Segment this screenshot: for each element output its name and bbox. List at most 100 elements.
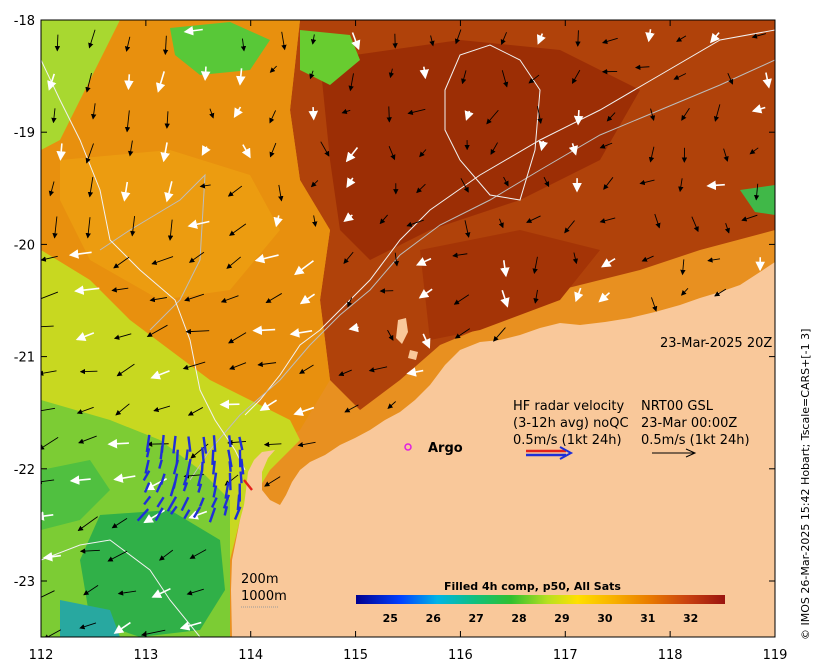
current-arrow xyxy=(146,324,168,337)
x-tick-label: 117 xyxy=(553,648,578,663)
current-arrow xyxy=(406,219,424,227)
argo-label: Argo xyxy=(428,441,463,456)
colorbar-ticks: 25 26 27 28 29 30 31 32 xyxy=(383,612,699,625)
current-arrow xyxy=(41,511,54,521)
current-arrow xyxy=(111,287,129,293)
current-arrow xyxy=(713,104,721,122)
current-arrow xyxy=(464,110,474,121)
current-arrow xyxy=(167,219,174,241)
current-arrow xyxy=(185,328,210,335)
radar-arrow xyxy=(201,447,205,464)
current-arrow xyxy=(87,176,94,198)
radar-arrow xyxy=(197,483,203,493)
current-arrow xyxy=(41,478,55,485)
sst-cool-patch xyxy=(60,600,120,637)
current-arrow xyxy=(418,288,433,299)
current-arrow xyxy=(41,407,56,412)
y-tick-label: -22 xyxy=(14,463,35,478)
current-arrow xyxy=(343,251,354,264)
y-tick-label: -21 xyxy=(14,351,35,366)
current-arrow xyxy=(128,140,134,157)
legend-radar-arrow xyxy=(526,446,574,460)
colorbar-tick-label: 31 xyxy=(640,612,655,625)
current-arrow xyxy=(179,621,202,631)
current-arrow xyxy=(278,184,284,202)
current-arrow xyxy=(107,550,128,562)
contour-1000m xyxy=(99,173,206,331)
current-arrow xyxy=(68,249,92,259)
current-arrow xyxy=(297,441,316,448)
current-arrow xyxy=(387,401,396,409)
current-arrow xyxy=(160,142,170,163)
current-arrow xyxy=(574,287,584,303)
current-arrow xyxy=(153,405,171,413)
radar-arrow xyxy=(172,459,180,475)
current-arrow xyxy=(498,218,504,229)
current-arrow xyxy=(533,289,539,304)
current-arrow xyxy=(320,141,330,157)
current-arrow xyxy=(741,214,758,222)
current-arrow xyxy=(343,212,354,222)
legend-radar-avg: (3-12h avg) noQC xyxy=(513,416,629,431)
current-arrow xyxy=(164,181,174,203)
current-arrow xyxy=(348,322,359,333)
colorbar-tick-label: 32 xyxy=(683,612,698,625)
current-arrow xyxy=(461,70,467,85)
current-arrow xyxy=(379,214,388,225)
current-arrow xyxy=(41,255,58,262)
sst-green-blob xyxy=(170,22,270,75)
land-mass xyxy=(231,262,775,637)
island xyxy=(408,350,418,360)
radar-arrow xyxy=(187,436,192,452)
current-arrow xyxy=(273,215,283,228)
current-arrow xyxy=(454,328,471,339)
current-arrow xyxy=(241,144,251,159)
current-arrow xyxy=(575,30,581,47)
current-arrow xyxy=(47,73,57,91)
radar-arrow xyxy=(236,494,241,511)
current-arrow xyxy=(79,622,97,630)
current-arrow xyxy=(220,295,239,303)
current-arrow xyxy=(308,107,319,121)
current-arrow xyxy=(543,176,550,188)
current-arrow xyxy=(79,548,100,554)
legend-model-scale: 0.5m/s (1kt 24h) xyxy=(641,433,750,448)
radar-arrow xyxy=(210,497,218,508)
radar-arrow xyxy=(243,479,253,491)
radar-arrow xyxy=(202,436,208,454)
current-arrow xyxy=(69,475,91,485)
current-arrow xyxy=(419,149,427,158)
current-arrow xyxy=(83,585,99,596)
current-arrow xyxy=(281,31,287,51)
contour-1000m-label: 1000m xyxy=(241,589,287,604)
current-arrow xyxy=(568,143,579,156)
current-arrow xyxy=(41,590,55,600)
current-arrow xyxy=(269,110,277,124)
plot-area: Argo 23-Mar-2025 20Z HF radar velocity N… xyxy=(41,20,775,637)
current-arrow xyxy=(162,35,169,56)
current-arrow xyxy=(226,256,241,269)
radar-arrow xyxy=(212,435,217,452)
x-tick-label: 119 xyxy=(763,648,788,663)
current-arrow xyxy=(724,223,730,234)
radar-arrow xyxy=(144,459,150,474)
current-arrow xyxy=(415,257,432,266)
current-arrow xyxy=(680,287,689,296)
radar-arrow xyxy=(212,460,216,475)
current-arrow xyxy=(310,180,319,188)
current-arrow xyxy=(680,259,686,276)
current-arrow xyxy=(345,147,359,163)
current-arrow xyxy=(500,260,510,278)
current-arrow xyxy=(107,438,129,449)
current-arrow xyxy=(599,217,616,224)
current-arrow xyxy=(753,183,760,201)
current-arrow xyxy=(601,258,616,268)
current-arrow xyxy=(538,140,548,152)
current-arrow xyxy=(48,181,55,197)
current-arrow xyxy=(130,216,136,237)
current-arrow xyxy=(452,252,468,258)
current-arrow xyxy=(706,180,725,191)
current-arrow xyxy=(573,110,584,126)
contour-2000m xyxy=(444,44,541,201)
current-arrow xyxy=(189,549,207,559)
